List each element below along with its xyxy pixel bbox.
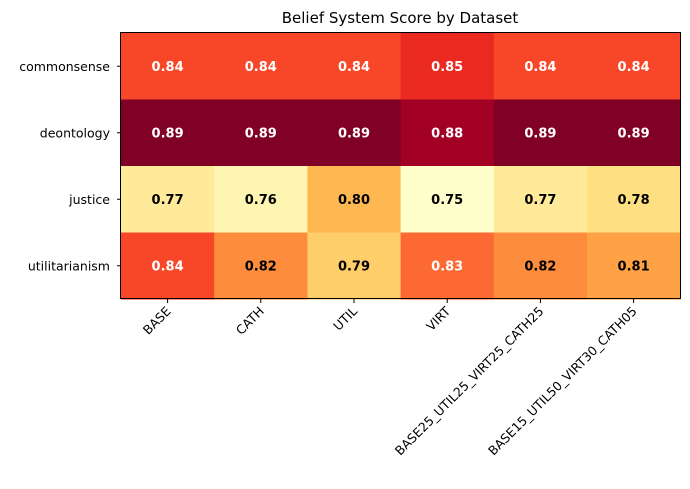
cell-value-label: 0.76 (245, 193, 277, 208)
x-tick-label: BASE (140, 303, 174, 337)
heatmap-cell (493, 33, 588, 101)
cell-value-label: 0.83 (431, 259, 463, 274)
heatmap-cell-labels: 0.84 0.84 0.84 0.85 0.84 0.84 0.89 0.89 0.89 0.88… (152, 60, 650, 275)
heatmap-cell (587, 33, 681, 101)
cell-value-label: 0.80 (338, 193, 370, 208)
cell-value-label: 0.89 (524, 126, 556, 141)
heatmap-cell (121, 166, 215, 234)
heatmap-cell (307, 232, 402, 300)
y-axis: commonsense deontology justice utilitariani… (19, 59, 121, 273)
cell-value-label: 0.81 (618, 259, 650, 274)
heatmap-cell (493, 99, 588, 167)
heatmap-cell (587, 232, 681, 300)
heatmap-cell (400, 99, 495, 167)
heatmap-cell (400, 166, 495, 234)
x-tick-label: BASE25_UTIL25_VIRT25_CATH25 (392, 304, 547, 459)
plot-frame (120, 32, 681, 299)
y-tick-label: commonsense (19, 59, 110, 74)
x-tick-label: BASE15_UTIL50_VIRT30_CATH05 (485, 304, 640, 459)
heatmap-cell (493, 166, 588, 234)
heatmap-cell (307, 33, 402, 101)
heatmap-cell (121, 33, 215, 101)
cell-value-label: 0.75 (431, 193, 463, 208)
y-tick-label: deontology (40, 125, 111, 140)
cell-value-label: 0.84 (618, 60, 650, 75)
cell-value-label: 0.84 (338, 60, 370, 75)
heatmap-cell (121, 232, 215, 300)
cell-value-label: 0.89 (152, 126, 184, 141)
cell-value-label: 0.77 (524, 193, 556, 208)
cell-value-label: 0.79 (338, 259, 370, 274)
cell-value-label: 0.78 (618, 193, 650, 208)
cell-value-label: 0.84 (524, 60, 556, 75)
cell-value-label: 0.89 (338, 126, 370, 141)
cell-value-label: 0.84 (245, 60, 277, 75)
chart-title: Belief System Score by Dataset (282, 9, 519, 27)
heatmap-cell (307, 166, 402, 234)
heatmap-cell (400, 232, 495, 300)
x-tick-label: VIRT (423, 303, 453, 333)
heatmap-cell (493, 232, 588, 300)
y-tick-label: utilitarianism (28, 258, 110, 273)
heatmap-cell (214, 166, 308, 234)
cell-value-label: 0.84 (152, 259, 184, 274)
x-tick-label: CATH (233, 304, 267, 338)
cell-value-label: 0.88 (431, 126, 463, 141)
heatmap-cell (121, 99, 215, 167)
heatmap-cell (587, 166, 681, 234)
cell-value-label: 0.82 (524, 259, 556, 274)
x-axis: BASE CATH UTIL VIRTBASE25_UTIL25_VIRT25_CAT… (140, 299, 640, 458)
heatmap-cell (587, 99, 681, 167)
cell-value-label: 0.82 (245, 259, 277, 274)
cell-value-label: 0.89 (245, 126, 277, 141)
cell-value-label: 0.89 (618, 126, 650, 141)
heatmap-cells (121, 33, 681, 300)
heatmap-cell (400, 33, 495, 101)
cell-value-label: 0.77 (152, 193, 184, 208)
cell-value-label: 0.84 (152, 60, 184, 75)
heatmap-cell (214, 232, 308, 300)
heatmap-cell (214, 99, 308, 167)
heatmap-cell (307, 99, 402, 167)
x-tick-label: UTIL (330, 303, 360, 333)
heatmap-cell (214, 33, 308, 101)
y-tick-label: justice (68, 192, 110, 207)
cell-value-label: 0.85 (431, 60, 463, 75)
